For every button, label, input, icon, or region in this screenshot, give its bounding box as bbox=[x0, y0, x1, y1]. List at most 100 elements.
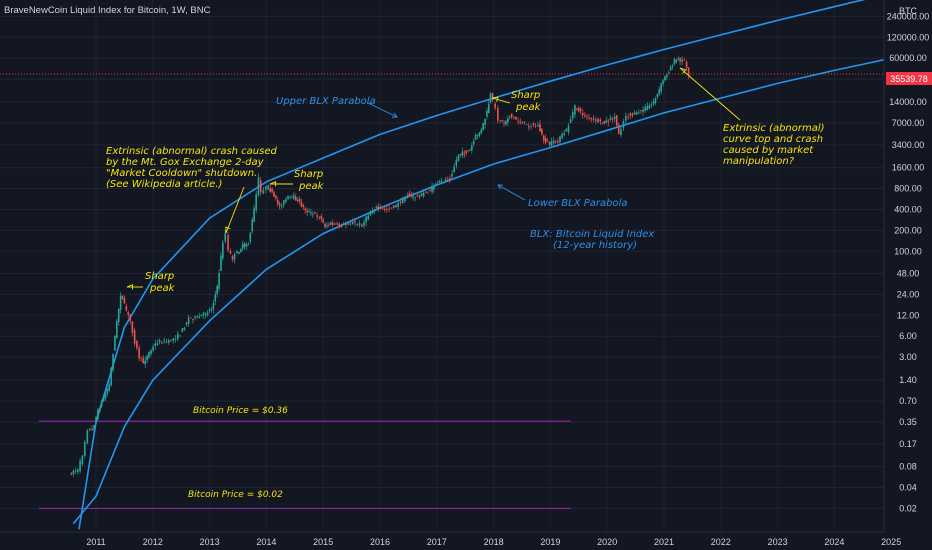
price-candle bbox=[681, 59, 683, 62]
annotation-arrows bbox=[126, 67, 741, 290]
time-tick-label: 2019 bbox=[540, 537, 560, 547]
price-candle bbox=[654, 98, 657, 103]
current-price-label: 35539.78 bbox=[890, 74, 928, 84]
price-candle bbox=[176, 333, 179, 339]
price-candle bbox=[484, 118, 486, 125]
peak-2017-arrow bbox=[491, 97, 511, 104]
price-candle bbox=[98, 408, 101, 412]
price-candle bbox=[401, 197, 404, 204]
price-candle bbox=[280, 205, 283, 207]
price-candle bbox=[247, 244, 250, 246]
blx-label-line-2: (12-year history) bbox=[553, 240, 637, 251]
price-axis[interactable] bbox=[884, 0, 932, 532]
price-candle bbox=[534, 125, 537, 127]
price-candle bbox=[489, 93, 492, 103]
price-candle bbox=[559, 136, 561, 143]
time-tick-label: 2017 bbox=[427, 537, 447, 547]
price-candle bbox=[152, 346, 154, 351]
price-tick-label: 0.04 bbox=[899, 482, 917, 492]
price-candle bbox=[635, 111, 638, 115]
price-candle bbox=[410, 194, 413, 197]
price-candle bbox=[383, 208, 386, 210]
price-candle bbox=[519, 121, 522, 124]
price-candle bbox=[469, 149, 471, 151]
price-tick-label: 1.40 bbox=[899, 375, 917, 385]
time-tick-label: 2012 bbox=[143, 537, 163, 547]
price-tick-label: 800.00 bbox=[894, 184, 922, 194]
price-candle bbox=[683, 59, 686, 61]
lower-parabola-arrow bbox=[497, 184, 526, 201]
price-candle bbox=[158, 340, 161, 343]
price-candle bbox=[660, 83, 662, 92]
price-candle bbox=[471, 145, 473, 151]
price-candle bbox=[259, 180, 262, 193]
time-tick-label: 2015 bbox=[313, 537, 333, 547]
price-candle bbox=[365, 216, 367, 223]
price-series bbox=[70, 55, 690, 477]
time-tick-label: 2024 bbox=[824, 537, 844, 547]
price-candle bbox=[453, 166, 455, 172]
price-candle bbox=[611, 118, 614, 120]
price-candle bbox=[465, 151, 467, 154]
time-tick-label: 2022 bbox=[711, 537, 731, 547]
price-candle bbox=[74, 470, 77, 472]
price-candle bbox=[472, 140, 475, 145]
price-candle bbox=[271, 188, 273, 192]
price-candle bbox=[291, 195, 293, 197]
price-candle bbox=[192, 319, 194, 320]
price-candle bbox=[243, 243, 246, 247]
price-candle bbox=[667, 72, 670, 73]
gox-note-line-1: Extrinsic (abnormal) crash caused bbox=[106, 146, 278, 157]
price-candle bbox=[308, 211, 310, 213]
price-candle bbox=[150, 350, 152, 355]
price-candle bbox=[652, 101, 655, 104]
price-candle bbox=[620, 128, 622, 136]
price-candle bbox=[603, 120, 606, 124]
price-candle bbox=[599, 119, 602, 122]
price-candle bbox=[194, 316, 196, 318]
price-candle bbox=[328, 224, 330, 226]
price-candle bbox=[358, 223, 361, 226]
price-candle bbox=[371, 211, 374, 214]
price-candle bbox=[476, 135, 479, 136]
manip-note-line-1: Extrinsic (abnormal) bbox=[723, 123, 825, 134]
price-candle bbox=[257, 177, 260, 196]
price-candle bbox=[181, 328, 184, 333]
price-candle bbox=[349, 223, 352, 225]
price-candle bbox=[108, 384, 111, 391]
parabolas bbox=[72, 0, 892, 530]
price-candle bbox=[679, 58, 681, 62]
price-candle bbox=[408, 193, 411, 197]
price-candle bbox=[218, 273, 220, 289]
time-tick-label: 2018 bbox=[484, 537, 504, 547]
price-candle bbox=[386, 209, 388, 210]
price-candle bbox=[347, 223, 349, 225]
price-candle bbox=[671, 65, 674, 67]
price-candle bbox=[88, 428, 91, 431]
time-tick-label: 2016 bbox=[370, 537, 390, 547]
time-axis[interactable] bbox=[0, 532, 884, 550]
price-candle bbox=[664, 76, 666, 81]
price-candle bbox=[117, 308, 120, 323]
price-candle bbox=[198, 316, 201, 319]
price-candle bbox=[265, 186, 267, 190]
price-candle bbox=[316, 215, 318, 217]
price-candle bbox=[552, 140, 555, 144]
price-candle bbox=[429, 189, 431, 192]
price-candle bbox=[79, 460, 81, 472]
price-candle bbox=[669, 67, 672, 71]
price-candle bbox=[282, 200, 285, 205]
price-candle bbox=[461, 151, 464, 156]
price-candle bbox=[404, 196, 406, 202]
price-candle bbox=[501, 120, 503, 121]
price-candle bbox=[322, 219, 324, 223]
price-candle bbox=[414, 197, 416, 199]
price-candle bbox=[236, 251, 238, 254]
price-candle bbox=[204, 313, 207, 316]
price-candle bbox=[517, 120, 519, 122]
price-candle bbox=[499, 120, 502, 122]
price-candle bbox=[457, 154, 460, 161]
price-tick-label: 1600.00 bbox=[892, 163, 925, 173]
price-candle bbox=[435, 184, 437, 185]
